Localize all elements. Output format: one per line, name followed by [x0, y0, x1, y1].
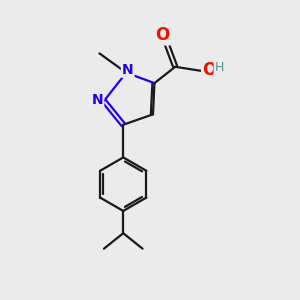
- Text: N: N: [92, 93, 103, 107]
- Text: O: O: [202, 61, 217, 79]
- Text: O: O: [155, 26, 170, 44]
- Text: N: N: [122, 63, 134, 77]
- Text: H: H: [214, 61, 224, 74]
